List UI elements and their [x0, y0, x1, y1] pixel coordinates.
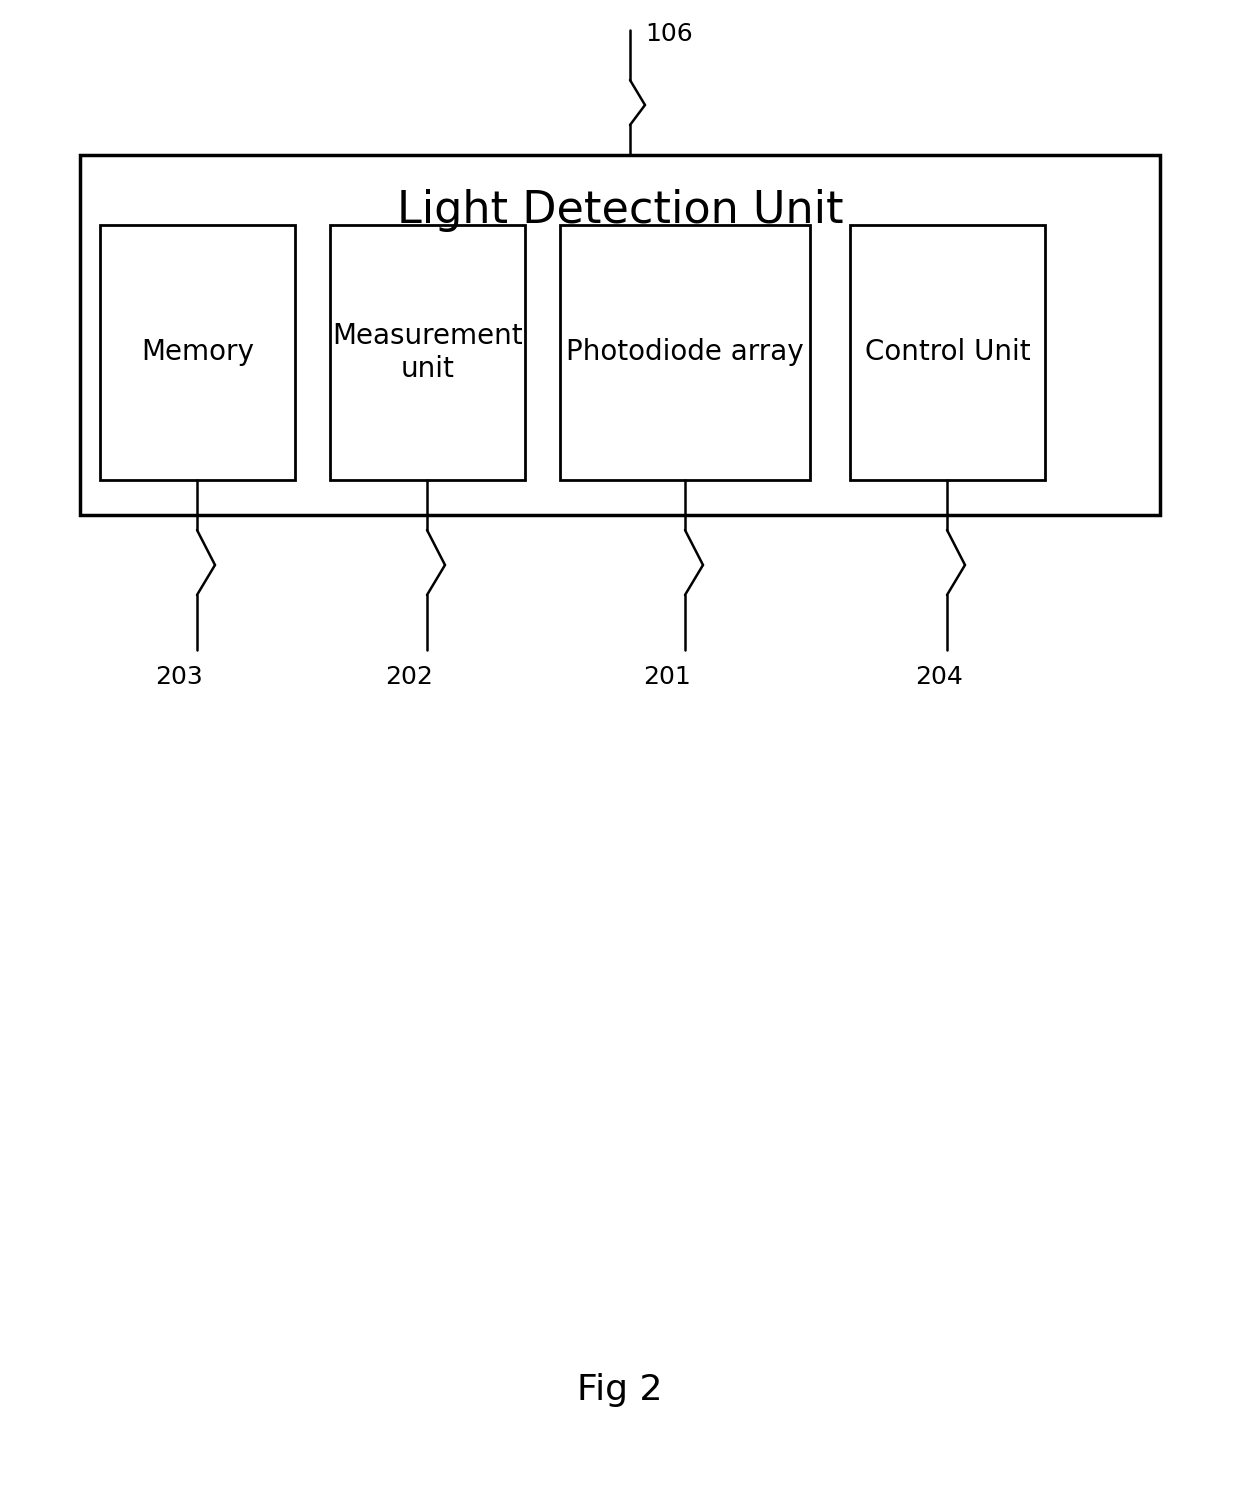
Bar — [849, 225, 1045, 480]
Text: 202: 202 — [384, 665, 433, 690]
Text: Measurement
unit: Measurement unit — [332, 323, 523, 383]
Text: Photodiode array: Photodiode array — [567, 338, 804, 367]
Bar — [330, 225, 525, 480]
Text: Light Detection Unit: Light Detection Unit — [397, 189, 843, 231]
Text: Control Unit: Control Unit — [864, 338, 1030, 367]
Text: Memory: Memory — [141, 338, 254, 367]
Text: 203: 203 — [155, 665, 203, 690]
Bar — [100, 225, 295, 480]
Text: 204: 204 — [915, 665, 963, 690]
Text: Fig 2: Fig 2 — [578, 1373, 662, 1406]
Text: 106: 106 — [645, 23, 693, 45]
Bar — [81, 155, 1159, 515]
Bar — [560, 225, 810, 480]
Text: 201: 201 — [644, 665, 691, 690]
